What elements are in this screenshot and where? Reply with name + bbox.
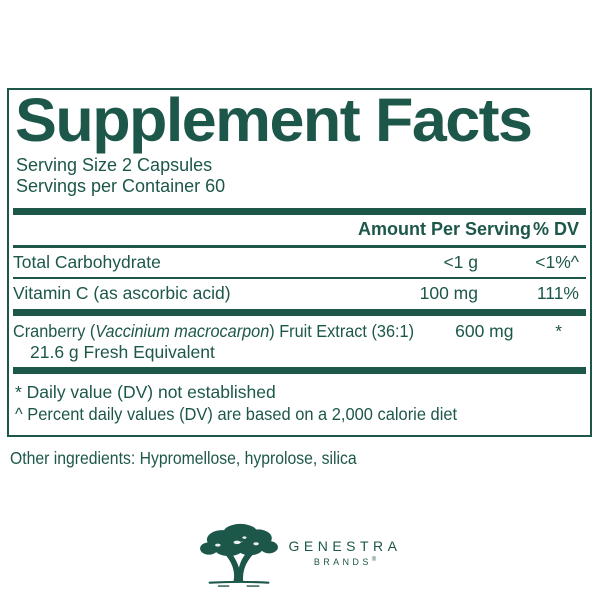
name-suffix: ) Fruit Extract (36:1)	[269, 320, 414, 341]
servings-per-container: Servings per Container 60	[16, 175, 226, 196]
name-prefix: Cranberry (	[13, 320, 96, 341]
percent-dv-header: % DV	[532, 219, 579, 240]
nutrient-name: Cranberry (Vaccinium macrocarpon) Fruit …	[13, 321, 444, 363]
nutrient-row-vitamin-c: Vitamin C (as ascorbic acid) 100 mg 111%	[13, 279, 586, 309]
nutrient-amount: 100 mg	[419, 283, 478, 304]
thick-rule-mid	[13, 308, 586, 316]
nutrient-row-total-carbohydrate: Total Carbohydrate <1 g <1%^	[13, 248, 586, 277]
thick-rule-top	[13, 207, 586, 215]
brand-logo: GENESTRA BRANDS®	[0, 519, 600, 589]
nutrient-amount: <1 g	[443, 251, 478, 272]
row-divider	[13, 276, 586, 279]
registered-mark: ®	[371, 556, 377, 563]
other-ingredients: Other ingredients: Hypromellose, hyprolo…	[10, 448, 357, 468]
nutrient-dv: *	[555, 320, 562, 341]
nutrient-name: Total Carbohydrate	[13, 251, 161, 272]
fresh-equivalent-line: 21.6 g Fresh Equivalent	[30, 341, 215, 362]
column-header-row: Amount Per Serving % DV	[13, 215, 586, 245]
brand-name: GENESTRA	[288, 537, 402, 554]
supplement-facts-panel: Supplement Facts Serving Size 2 Capsules…	[7, 88, 592, 437]
footnote-percent-dv: ^ Percent daily values (DV) are based on…	[15, 403, 458, 424]
nutrient-row-cranberry: Cranberry (Vaccinium macrocarpon) Fruit …	[13, 316, 586, 367]
nutrient-name: Vitamin C (as ascorbic acid)	[13, 283, 231, 304]
nutrient-amount: 600 mg	[455, 320, 514, 341]
species-name: Vaccinium macrocarpon	[95, 320, 270, 341]
brand-wordmark: GENESTRA BRANDS®	[288, 538, 401, 571]
nutrient-dv: <1%^	[535, 251, 579, 272]
amount-per-serving-header: Amount Per Serving	[358, 219, 532, 240]
thick-rule-bottom	[13, 366, 586, 374]
serving-size: Serving Size 2 Capsules	[16, 154, 213, 175]
panel-title: Supplement Facts	[15, 86, 533, 154]
footnote-daily-value: * Daily value (DV) not established	[15, 381, 276, 402]
serving-info: Serving Size 2 Capsules Servings per Con…	[13, 155, 586, 197]
tree-icon	[200, 523, 279, 587]
nutrient-dv: 111%	[536, 283, 579, 304]
header-rule	[13, 244, 586, 248]
brand-sub: BRANDS®	[313, 556, 377, 567]
footnotes: * Daily value (DV) not established ^ Per…	[13, 381, 586, 425]
cranberry-name-line: Cranberry (Vaccinium macrocarpon) Fruit …	[13, 321, 414, 342]
